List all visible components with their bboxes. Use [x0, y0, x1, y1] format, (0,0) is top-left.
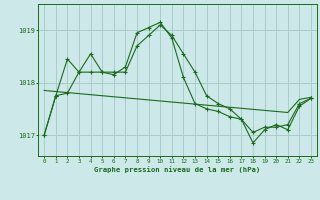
X-axis label: Graphe pression niveau de la mer (hPa): Graphe pression niveau de la mer (hPa) [94, 166, 261, 173]
